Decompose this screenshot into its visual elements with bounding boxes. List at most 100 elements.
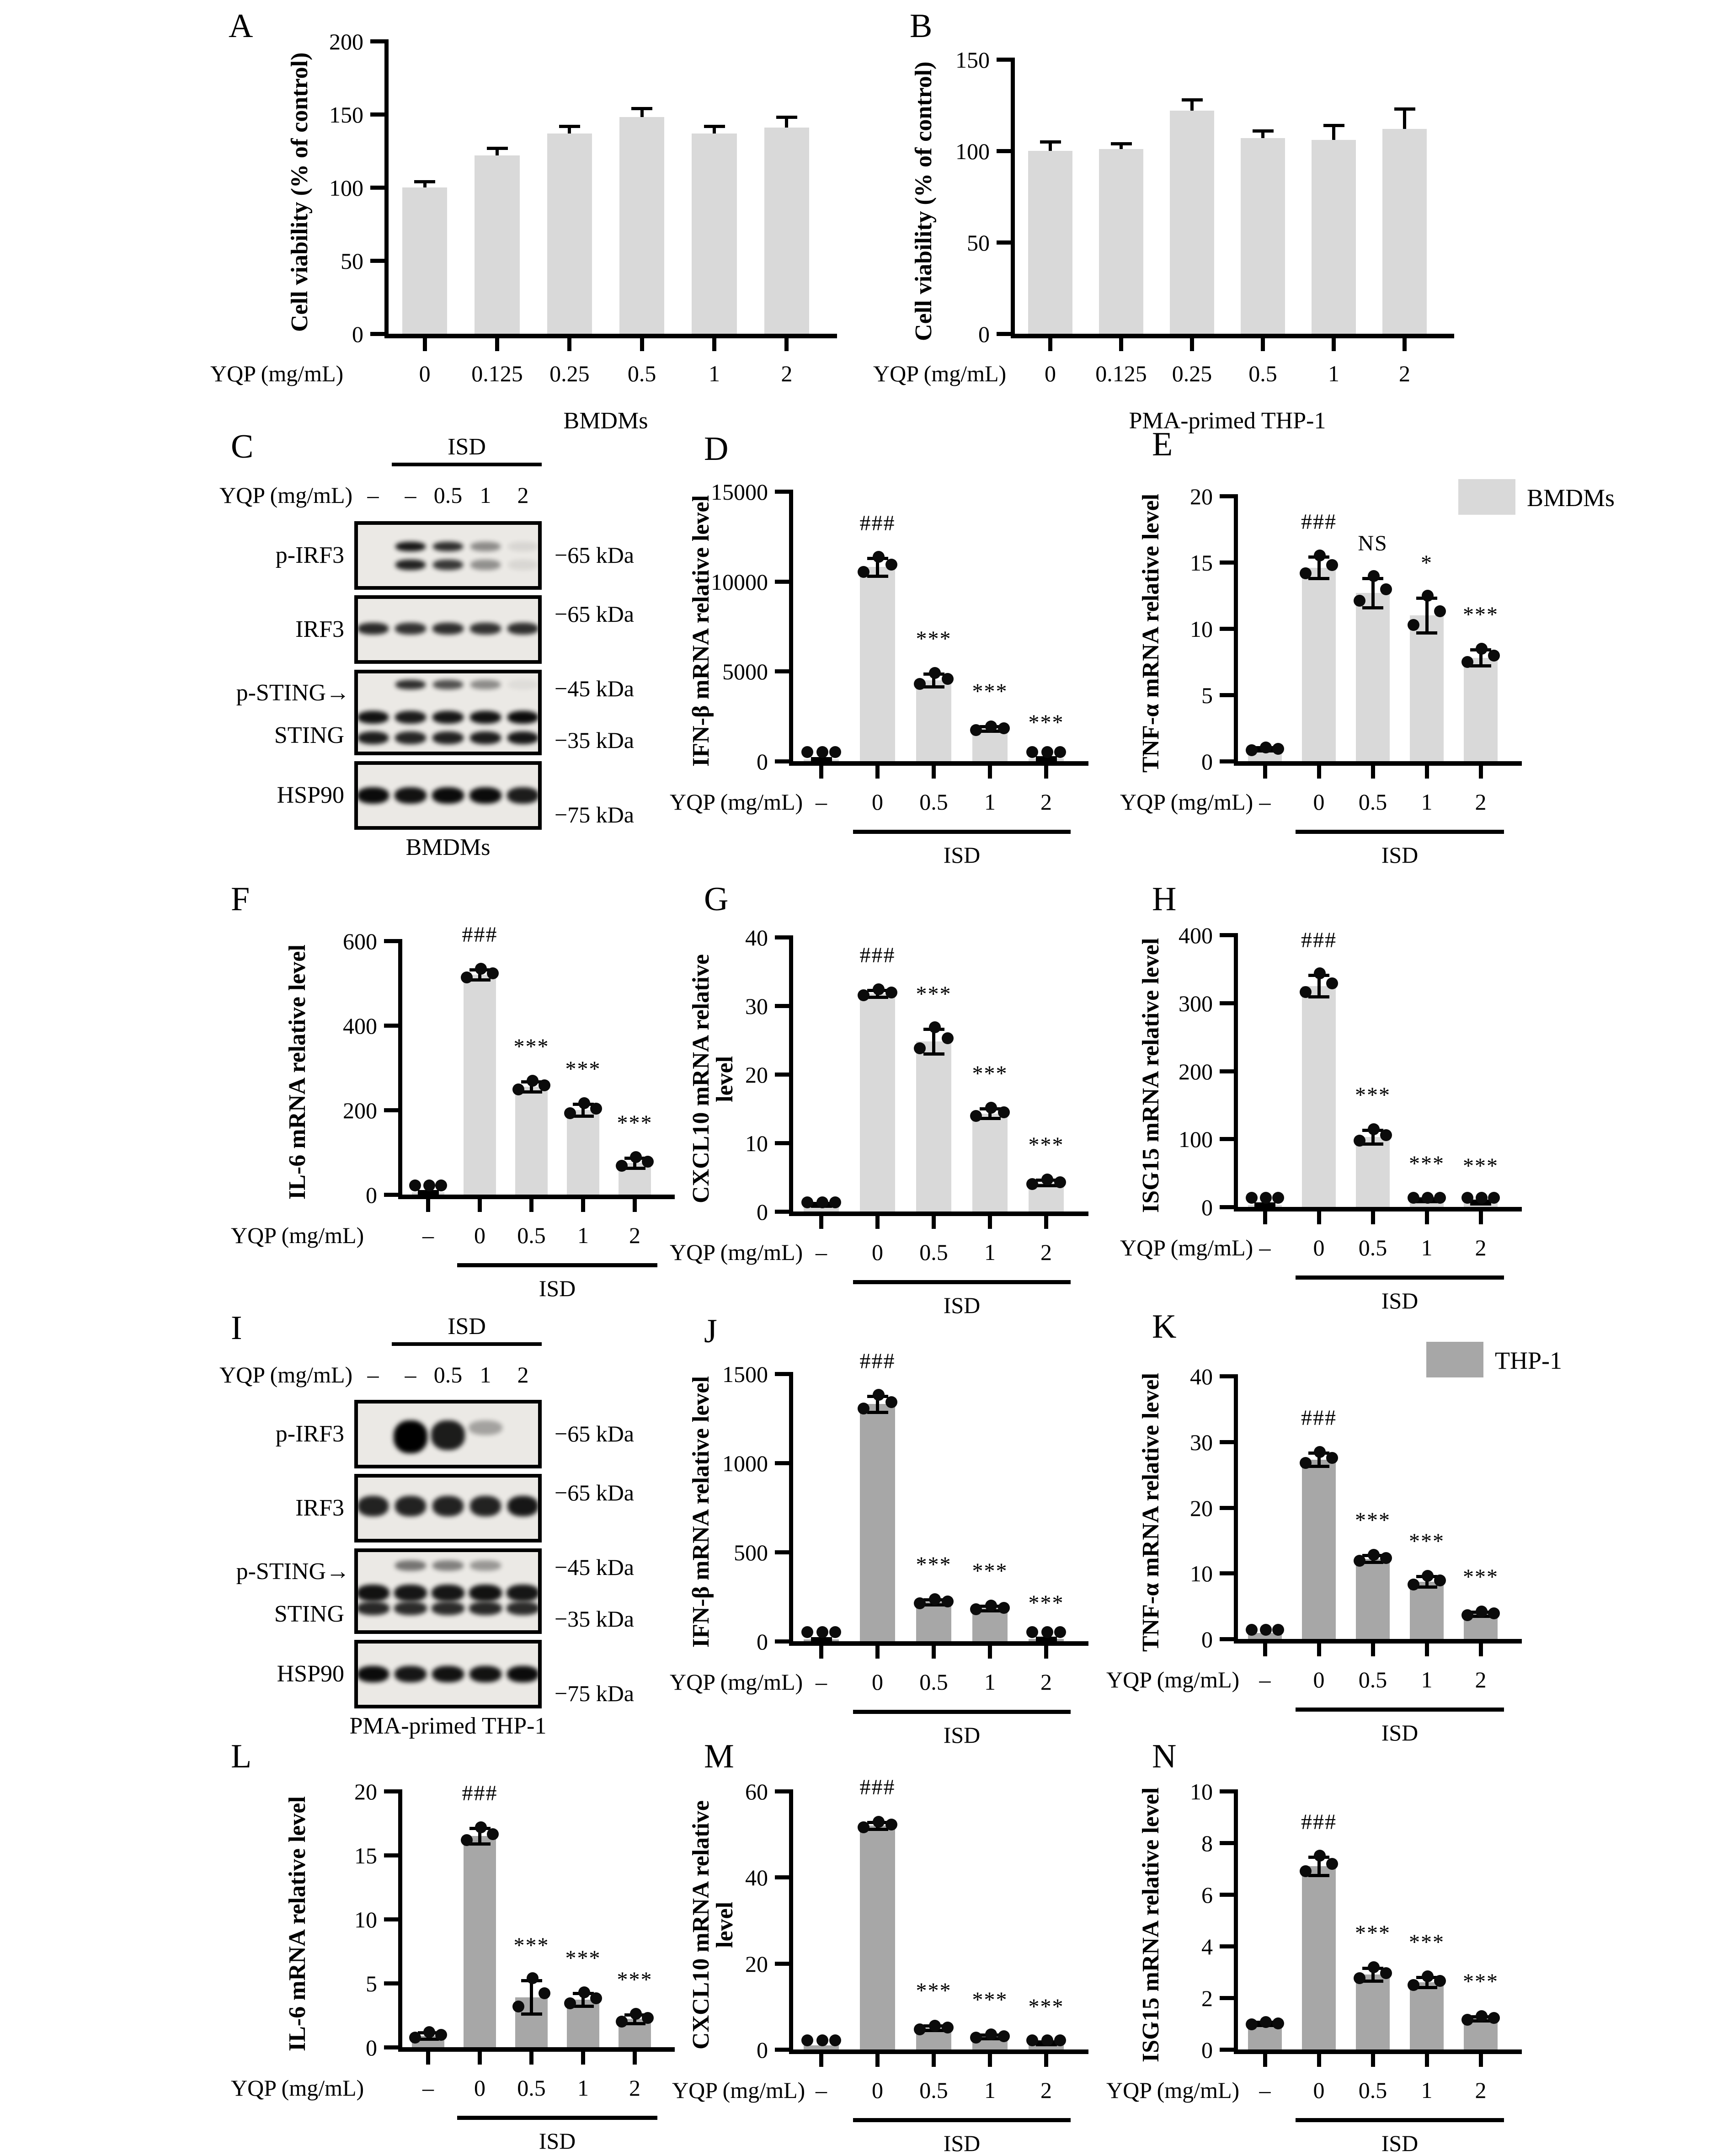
significance-label: ### [1301,928,1337,952]
significance-label: *** [972,679,1008,704]
y-axis-title: IFN-β mRNA relative level [688,495,714,767]
data-point-dot [1245,1624,1258,1636]
blot-band [469,1496,501,1516]
x-tick-mark [1044,1216,1048,1229]
error-bar-cap-top [1110,142,1132,145]
x-axis-line [789,2049,1088,2054]
bar [860,567,895,761]
bar [860,1404,895,1641]
panel-letter: A [229,7,253,45]
error-bar-cap-bottom [923,1052,944,1056]
yqp-lane-value: 0.5 [433,482,463,508]
error-bar-cap-bottom [867,995,888,999]
error-bar-cap-bottom [624,1166,645,1170]
data-point-dot [1299,1457,1312,1469]
y-axis-line [1234,933,1238,1211]
data-point-dot [1245,2018,1258,2031]
y-tick-label: 150 [955,47,990,73]
treatment-header-line [392,463,542,466]
blot-band [395,1666,427,1682]
blot-band [469,1601,502,1615]
bar [464,975,496,1195]
x-category-label: 0 [474,2075,485,2101]
x-category-label: 0.5 [919,2077,948,2103]
data-point-dot [970,1110,982,1122]
error-bar-cap-bottom [1470,664,1491,668]
significance-label: ### [859,511,896,535]
blot-band [470,1560,501,1571]
significance-label: *** [617,1110,653,1135]
data-point-dot [928,1021,941,1033]
legend-label: THP-1 [1495,1347,1562,1374]
x-axis-prefix-label: YQP (mg/mL) [231,1222,364,1248]
data-point-dot [913,1597,926,1610]
data-point-dot [486,967,499,980]
panel-j-ifnb-mrna-thp1: J IFN-β mRNA relative level 0 500 1000 1500 – #… [663,1307,1134,1746]
blot-band [432,623,464,635]
y-tick-mark [775,1141,789,1145]
molecular-weight-marker: −65 kDa [555,601,634,627]
data-point-dot [475,963,487,975]
blot-box-irf3 [354,595,542,664]
x-tick-mark [819,2054,823,2067]
isd-group-label: ISD [1381,842,1419,868]
data-point-dot [857,989,869,1002]
data-point-dot [1314,1446,1326,1458]
y-tick-mark [775,1210,789,1214]
x-tick-mark [1317,1211,1321,1224]
significance-label: *** [972,1062,1008,1086]
y-tick-label: 50 [341,248,363,274]
y-tick-mark [1220,1069,1234,1073]
error-bar-cap-bottom [572,2005,594,2008]
bar [804,2045,839,2049]
significance-label: ### [1301,1810,1337,1835]
y-axis-line [789,490,793,766]
x-axis-prefix-label: YQP (mg/mL) [670,1239,803,1265]
x-tick-mark [1263,1644,1267,1656]
y-tick-label: 400 [343,1013,377,1039]
error-bar-line [640,108,644,117]
blot-band [432,787,464,804]
data-point-dot [1368,1961,1380,1973]
molecular-weight-marker: −75 kDa [555,802,634,827]
error-bar-line [876,1396,879,1412]
isd-group-label: ISD [539,2128,576,2154]
x-axis-prefix-label: YQP (mg/mL) [873,361,1007,386]
y-tick-label: 10000 [711,569,768,595]
data-point-dot [616,2015,628,2028]
y-tick-mark [775,1639,789,1644]
blot-box-irf3 [354,1474,542,1542]
significance-label: *** [1463,1565,1499,1590]
bar [1302,1866,1336,2049]
x-tick-mark [581,1199,585,1212]
error-bar-cap-top [704,124,725,128]
x-category-label: 1 [984,1669,996,1695]
data-point-dot [942,672,954,685]
blot-band [469,1666,501,1682]
data-point-dot [512,1083,525,1096]
x-tick-mark [819,1216,823,1229]
blot-row-label: p-IRF3 [275,542,344,568]
x-axis-line [398,2047,675,2052]
bar [692,133,737,334]
x-category-label: 0.125 [1095,361,1147,386]
y-tick-mark [1220,1893,1234,1897]
error-bar-cap-top [417,1190,439,1193]
significance-label: *** [1463,603,1499,627]
blot-band [469,1584,502,1601]
data-point-dot [942,1032,954,1045]
error-bar-line [932,674,935,687]
y-tick-label: 400 [1179,923,1213,948]
data-point-dot [1326,1452,1339,1464]
x-tick-mark [875,2054,880,2067]
data-point-dot [1314,967,1326,980]
y-tick-label: 10 [354,1907,377,1932]
isd-group-line [853,1710,1071,1714]
y-axis-line [384,39,389,338]
x-axis-prefix-label: YQP (mg/mL) [210,361,344,386]
y-tick-label: 0 [978,321,990,347]
y-tick-label: 10 [745,1131,768,1156]
data-point-dot [942,1595,954,1607]
error-bar-line [1425,1576,1429,1587]
data-point-dot [1380,583,1392,595]
